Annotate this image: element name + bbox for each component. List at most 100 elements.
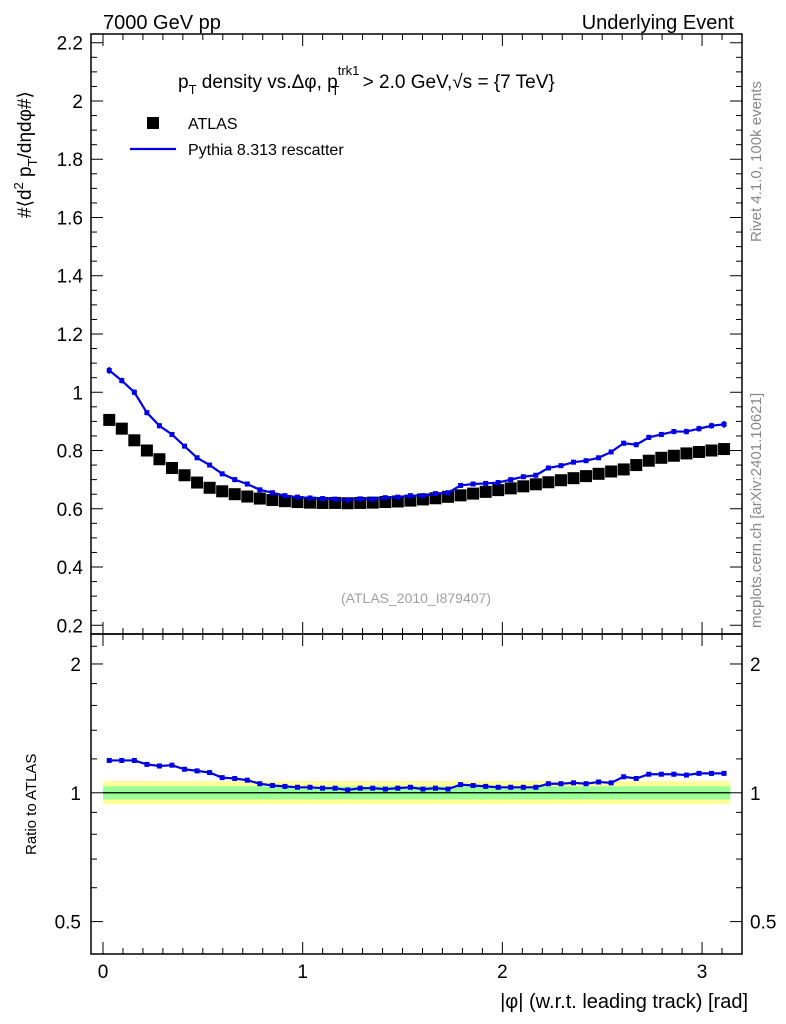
atlas-data-point [404, 494, 417, 507]
pythia-point [558, 463, 564, 469]
ratio-pythia-point [608, 780, 614, 786]
pythia-point [345, 497, 351, 503]
ylabel-sub-T: T [25, 158, 40, 166]
main-y-tick-label: 0.6 [57, 500, 83, 521]
atlas-data-point [529, 478, 542, 491]
pythia-point [696, 426, 702, 432]
ratio-pythia-point [458, 782, 464, 788]
atlas-data-point [140, 444, 153, 457]
ratio-y-tick-label-right: 1 [750, 784, 761, 805]
atlas-data-point [667, 449, 680, 462]
atlas-data-point [680, 447, 693, 460]
main-y-tick-label: 1 [72, 383, 83, 404]
main-y-tick-label: 0.4 [57, 558, 84, 579]
x-tick-label: 2 [497, 962, 508, 983]
pythia-point [671, 429, 677, 435]
atlas-data-point [567, 472, 580, 485]
ratio-pythia-point [307, 784, 313, 790]
ratio-pythia-point [194, 768, 200, 774]
ratio-pythia-point [646, 771, 652, 777]
pythia-point [445, 490, 451, 496]
title-sup-trk1: trk1 [338, 63, 360, 78]
ylabel-part-c: /dηdφ#⟩ [15, 91, 36, 158]
ratio-y-tick-label-right: 2 [750, 655, 761, 676]
pythia-point [194, 455, 200, 461]
atlas-data-point [542, 476, 555, 489]
ratio-pythia-point [395, 785, 401, 791]
pythia-point [169, 431, 175, 437]
pythia-point [395, 494, 401, 500]
main-y-tick-label: 0.2 [57, 616, 83, 637]
pythia-point [621, 440, 627, 446]
ratio-reference-band [102, 781, 731, 805]
title-p: p [178, 72, 189, 93]
pythia-point [633, 442, 639, 448]
rivet-version-label: Rivet 4.1.0, 100k events [748, 81, 765, 242]
pythia-point [294, 494, 300, 500]
pythia-point [420, 493, 426, 499]
ratio-y-tick-label-left: 2 [70, 655, 81, 676]
ratio-pythia-point [182, 766, 188, 772]
atlas-data-point [429, 492, 442, 505]
atlas-data-point [692, 445, 705, 458]
ratio-y-tick-label-left: 0.5 [55, 913, 81, 934]
pythia-point [282, 493, 288, 499]
atlas-data-point [165, 461, 178, 474]
atlas-data-point [153, 453, 166, 466]
main-title: pT density vs.Δφ, ptrk1 T > 2.0 GeV,√s = … [178, 63, 555, 98]
atlas-data-point [630, 459, 643, 472]
ratio-pythia-point [219, 775, 225, 781]
ratio-pythia-point [633, 775, 639, 781]
main-axes: 0.2 0.4 0.6 0.8 1 1.2 1.4 1.6 1.8 2 2.2 [57, 34, 742, 637]
ylabel-part-b: p [15, 166, 36, 182]
atlas-data-point [203, 481, 216, 494]
ratio-pythia-point [169, 762, 175, 768]
title-sub-T2: T [331, 83, 339, 98]
ratio-pythia-point [596, 779, 602, 785]
ratio-pythia-point [357, 785, 363, 791]
x-tick-label: 3 [697, 962, 708, 983]
x-axis-label: |φ| (w.r.t. leading track) [rad] [500, 991, 748, 1013]
ratio-pythia-point [683, 772, 689, 778]
pythia-point [332, 496, 338, 502]
pythia-point [458, 482, 464, 488]
pythia-point [520, 474, 526, 480]
pythia-point [357, 496, 363, 502]
ratio-pythia-point [244, 777, 250, 783]
atlas-data-point [291, 496, 304, 509]
atlas-data-point [103, 413, 116, 426]
pythia-point [269, 490, 275, 496]
ratio-pythia-point [671, 771, 677, 777]
atlas-data-point [517, 480, 530, 493]
ratio-pythia-point [320, 785, 326, 791]
atlas-data-point [241, 490, 254, 503]
ratio-y-tick-label-right: 0.5 [750, 913, 776, 934]
atlas-data-point [228, 488, 241, 501]
x-tick-label: 0 [98, 962, 109, 983]
mcplots-reference-label: mcplots.cern.ch [arXiv:2401.10621] [748, 393, 765, 628]
atlas-data-point [191, 476, 204, 489]
pythia-point [483, 480, 489, 486]
ratio-pythia-point [407, 784, 413, 790]
ratio-pythia-point [119, 757, 125, 763]
ratio-pythia-point [131, 757, 137, 763]
pythia-point [721, 421, 727, 427]
pythia-point [382, 495, 388, 501]
ratio-pythia-point [621, 774, 627, 780]
atlas-data-point [492, 484, 505, 497]
ratio-pythia-point [508, 784, 514, 790]
atlas-data-point [504, 482, 517, 495]
ratio-y-tick-label-left: 1 [70, 784, 81, 805]
ratio-pythia-point [232, 775, 238, 781]
pythia-point [583, 458, 589, 464]
ratio-pythia-point [432, 785, 438, 791]
pythia-point [219, 471, 225, 477]
pythia-point [508, 477, 514, 483]
pythia-point [131, 389, 137, 395]
atlas-data-point [253, 492, 266, 505]
pythia-point [257, 487, 263, 493]
ratio-pythia-point [420, 786, 426, 792]
pythia-point [307, 495, 313, 501]
pythia-point [119, 378, 125, 384]
